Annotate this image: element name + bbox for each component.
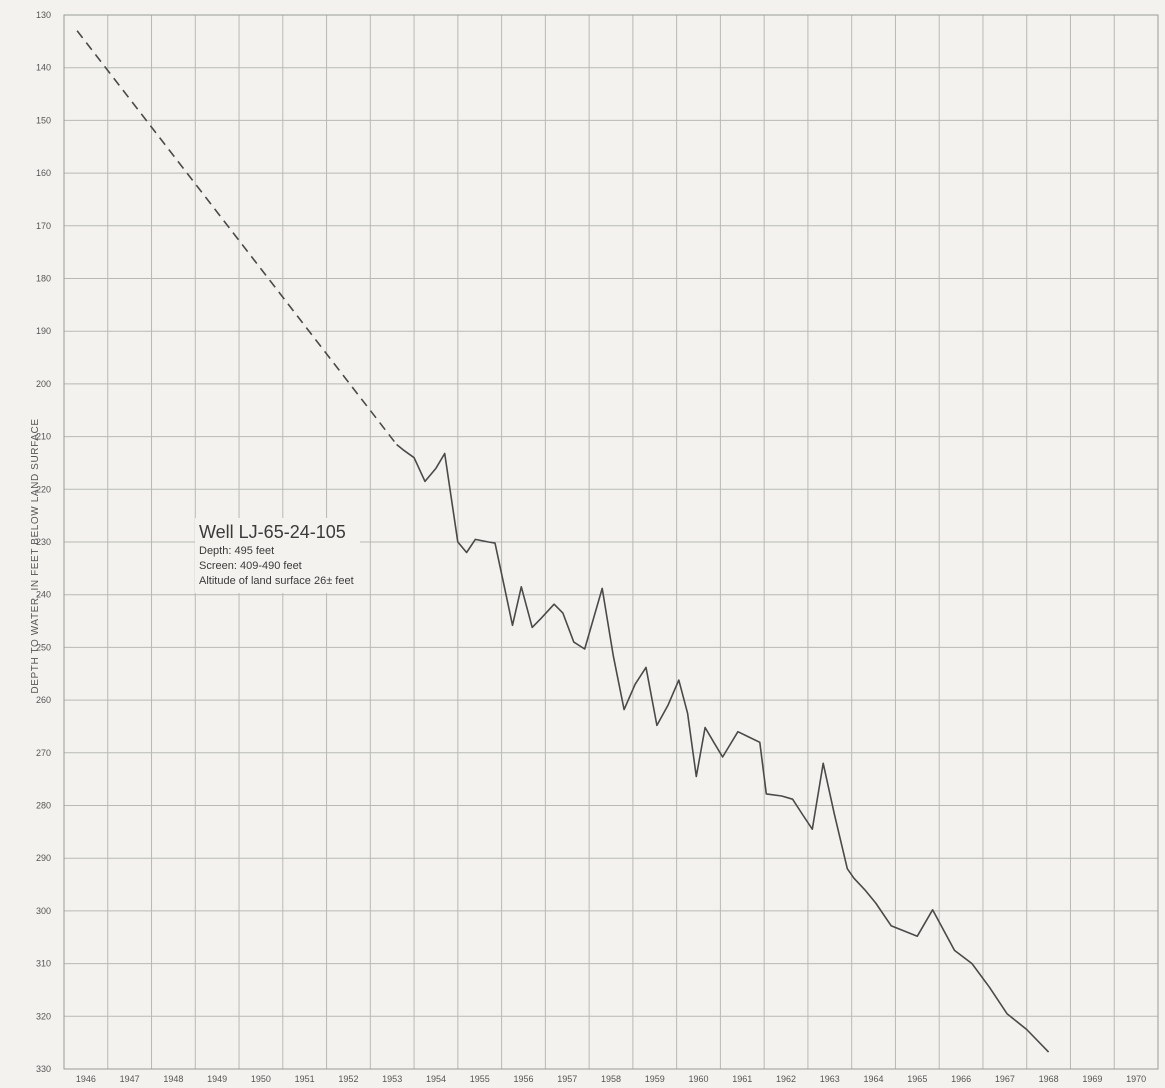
x-tick-label: 1954	[426, 1074, 446, 1084]
series-lines	[76, 30, 1050, 1053]
x-tick-label: 1956	[513, 1074, 533, 1084]
x-tick-label: 1953	[382, 1074, 402, 1084]
x-tick-label: 1957	[557, 1074, 577, 1084]
y-tick-label: 190	[36, 326, 51, 336]
y-tick-label: 230	[36, 537, 51, 547]
y-tick-label: 130	[36, 10, 51, 20]
x-tick-label: 1958	[601, 1074, 621, 1084]
y-tick-label: 240	[36, 590, 51, 600]
x-tick-label: 1955	[470, 1074, 490, 1084]
plot-frame	[63, 14, 1159, 1070]
y-tick-label: 290	[36, 853, 51, 863]
well-info-annotation: Well LJ-65-24-105 Depth: 495 feet Screen…	[195, 518, 360, 593]
y-axis-label: DEPTH TO WATER, IN FEET BELOW LAND SURFA…	[30, 418, 41, 693]
y-tick-label: 170	[36, 221, 51, 231]
x-tick-label: 1949	[207, 1074, 227, 1084]
y-tick-label: 220	[36, 484, 51, 494]
x-tick-label: 1961	[732, 1074, 752, 1084]
y-tick-label: 160	[36, 168, 51, 178]
x-tick-label: 1951	[295, 1074, 315, 1084]
y-tick-label: 270	[36, 748, 51, 758]
y-tick-label: 140	[36, 63, 51, 73]
x-tick-label: 1948	[163, 1074, 183, 1084]
x-tick-label: 1946	[76, 1074, 96, 1084]
y-tick-label: 210	[36, 432, 51, 442]
y-tick-label: 200	[36, 379, 51, 389]
y-tick-label: 280	[36, 801, 51, 811]
y-tick-label: 180	[36, 274, 51, 284]
x-tick-label: 1967	[995, 1074, 1015, 1084]
water-level-line	[396, 443, 1050, 1053]
y-tick-label: 320	[36, 1011, 51, 1021]
y-tick-label: 330	[36, 1064, 51, 1074]
y-tick-label: 310	[36, 959, 51, 969]
x-tick-label: 1970	[1126, 1074, 1146, 1084]
y-tick-label: 300	[36, 906, 51, 916]
x-tick-labels: 1946 1947 1948 1949 1950 1951 1952 1953 1954 1955…	[76, 1074, 1146, 1084]
y-tick-label: 260	[36, 695, 51, 705]
y-tick-label: 150	[36, 115, 51, 125]
y-tick-labels: 130 140 150 160 170 180 190 200 210 220 230 240 250 2…	[36, 10, 51, 1074]
x-tick-label: 1959	[645, 1074, 665, 1084]
y-tick-label: 250	[36, 642, 51, 652]
x-tick-label: 1960	[689, 1074, 709, 1084]
well-depth: Depth: 495 feet	[199, 545, 275, 557]
x-tick-label: 1965	[907, 1074, 927, 1084]
estimated-trend-line	[76, 30, 398, 445]
x-tick-label: 1950	[251, 1074, 271, 1084]
x-tick-label: 1966	[951, 1074, 971, 1084]
x-tick-label: 1963	[820, 1074, 840, 1084]
x-tick-label: 1968	[1039, 1074, 1059, 1084]
x-tick-label: 1964	[864, 1074, 884, 1084]
well-altitude: Altitude of land surface 26± feet	[199, 575, 354, 587]
x-tick-label: 1947	[120, 1074, 140, 1084]
well-title: Well LJ-65-24-105	[199, 522, 346, 542]
well-screen: Screen: 409-490 feet	[199, 560, 302, 572]
x-tick-label: 1952	[338, 1074, 358, 1084]
x-tick-label: 1969	[1082, 1074, 1102, 1084]
x-tick-label: 1962	[776, 1074, 796, 1084]
